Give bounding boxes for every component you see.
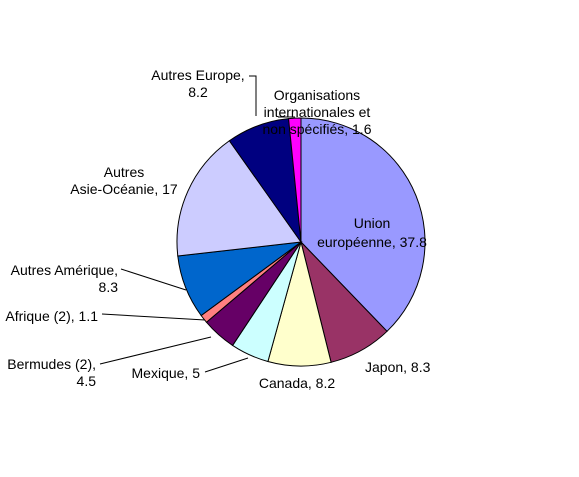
slice-label-line: Mexique, 5 [132,365,201,381]
slice-label-bermudes: Bermudes (2), 4.5 [7,356,96,389]
slice-label-line: Organisations [274,87,360,103]
pie-slice-autres-asie [176,140,302,257]
slice-label-line: Japon, 8.3 [365,359,431,375]
slice-label-line: 8.3 [99,279,119,295]
slice-label-line: Union [354,215,391,231]
leader-line-autres-europe [249,75,257,116]
slice-label-mexique: Mexique, 5 [132,365,201,381]
slice-label-japon: Japon, 8.3 [365,359,431,375]
slice-label-line: Bermudes (2), [7,356,96,372]
slice-label-line: 8.2 [188,84,208,100]
pie-slices [176,117,426,367]
slice-label-line: Autres [104,164,144,180]
slice-label-line: européenne, 37.8 [317,234,427,250]
pie-slice-eu [300,117,426,333]
slice-label-line: Autres Amérique, [11,262,118,278]
slice-label-line: 4.5 [77,373,97,389]
slice-label-line: Afrique (2), 1.1 [5,308,98,324]
slice-label-line: Canada, 8.2 [259,375,335,391]
pie-slice-organisations [288,117,302,243]
slice-label-autres-asie: Autres Asie-Océanie, 17 [70,164,178,197]
slice-label-line: non spécifiés, 1.6 [263,121,372,137]
slice-labels: Union européenne, 37.8 Japon, 8.3 Canada, 8… [5,67,430,391]
slice-label-autres-europe: Autres Europe, 8.2 [151,67,244,100]
slice-label-canada: Canada, 8.2 [259,375,335,391]
leader-line-autres-amerique [120,268,187,291]
slice-label-afrique: Afrique (2), 1.1 [5,308,98,324]
slice-label-line: Asie-Océanie, 17 [70,181,178,197]
slice-label-autres-amerique: Autres Amérique, 8.3 [11,262,119,295]
slice-label-line: internationales et [264,104,371,120]
slice-label-line: Autres Europe, [151,67,244,83]
leader-line-bermudes [99,336,212,365]
leader-lines [99,75,295,373]
leader-line-afrique [101,313,206,321]
leader-line-mexique [204,357,249,373]
slice-label-eu: Union européenne, 37.8 [317,215,427,250]
slice-label-organisations: Organisations internationales et non spéci… [263,87,372,137]
